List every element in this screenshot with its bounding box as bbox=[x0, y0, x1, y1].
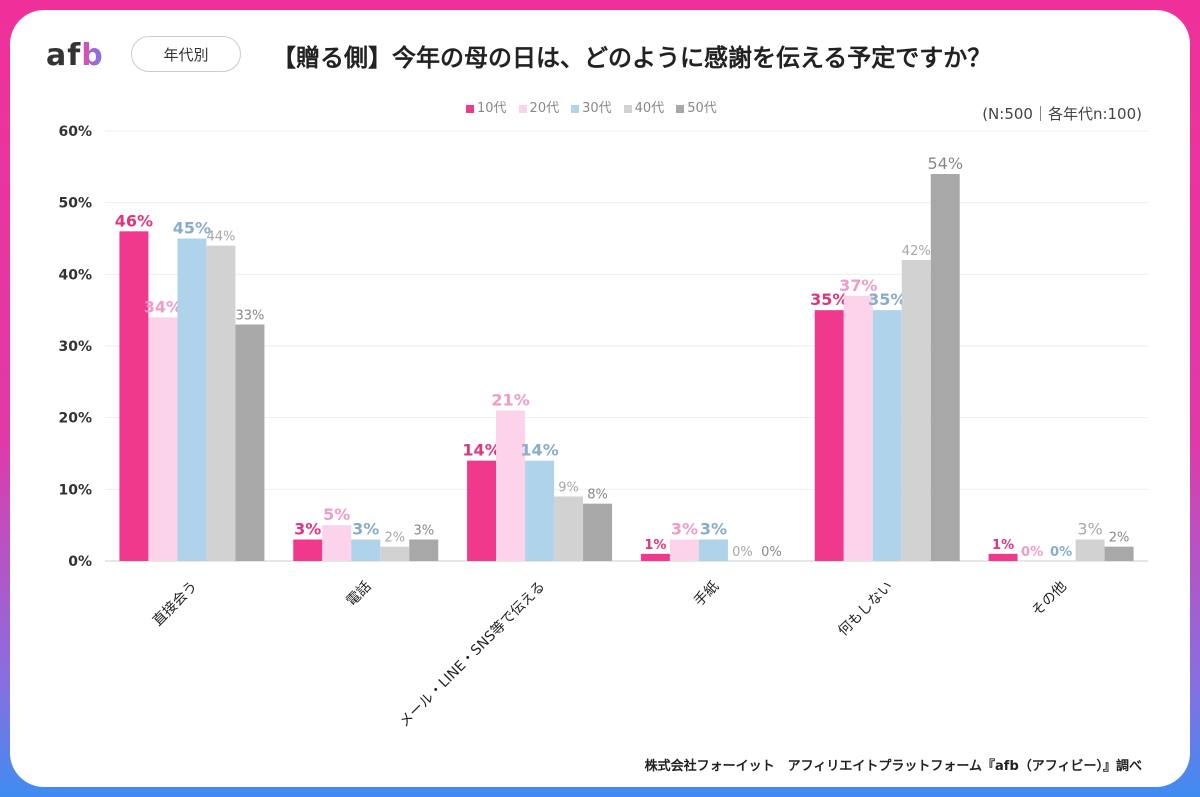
data-label: 54% bbox=[927, 154, 963, 173]
chart-title: 【贈る側】今年の母の日は、どのように感謝を伝える予定ですか？ bbox=[272, 44, 992, 72]
x-tick-label: 何もしない bbox=[835, 579, 896, 640]
bar-10代-0 bbox=[119, 231, 149, 562]
data-label: 35% bbox=[868, 290, 906, 309]
bar-40代-1 bbox=[380, 546, 410, 561]
bar-10代-2 bbox=[467, 460, 497, 561]
filter-pill-age[interactable]: 年代別 bbox=[131, 36, 241, 72]
data-label: 3% bbox=[413, 524, 434, 539]
legend-item: 20代 bbox=[518, 97, 560, 116]
y-tick-label: 0% bbox=[68, 554, 92, 570]
afb-logo: afb bbox=[46, 38, 104, 73]
source-footer: 株式会社フォーイット アフィリエイトプラットフォーム『afb（アフィビー）』調べ bbox=[644, 759, 1142, 774]
legend-swatch bbox=[676, 104, 685, 113]
data-label: 34% bbox=[144, 297, 182, 316]
bar-20代-2 bbox=[496, 410, 526, 561]
bar-40代-4 bbox=[901, 260, 931, 561]
data-label: 33% bbox=[235, 309, 264, 324]
bar-50代-0 bbox=[235, 324, 265, 561]
data-label: 1% bbox=[644, 538, 666, 553]
bar-40代-0 bbox=[206, 245, 236, 561]
bar-30代-3 bbox=[698, 539, 728, 561]
data-label: 35% bbox=[810, 290, 848, 309]
data-label: 1% bbox=[992, 538, 1014, 553]
data-label: 3% bbox=[294, 520, 321, 539]
data-label: 14% bbox=[462, 441, 500, 460]
data-label: 0% bbox=[761, 545, 782, 560]
data-label: 46% bbox=[115, 211, 153, 230]
data-label: 2% bbox=[384, 531, 405, 546]
y-tick-label: 30% bbox=[58, 339, 92, 355]
data-label: 3% bbox=[700, 520, 727, 539]
bar-10代-1 bbox=[293, 539, 323, 561]
bar-30代-0 bbox=[177, 238, 207, 561]
y-tick-label: 60% bbox=[58, 124, 92, 140]
legend-label: 20代 bbox=[529, 101, 560, 116]
legend-item: 30代 bbox=[571, 97, 612, 116]
data-label: 0% bbox=[732, 545, 753, 560]
legend-label: 30代 bbox=[582, 101, 612, 116]
bar-50代-2 bbox=[583, 503, 613, 561]
data-label: 0% bbox=[1021, 545, 1043, 560]
data-label: 45% bbox=[173, 219, 211, 238]
legend-label: 40代 bbox=[634, 101, 665, 116]
bar-20代-1 bbox=[322, 525, 352, 561]
x-tick-label: その他 bbox=[1029, 579, 1070, 620]
data-label: 3% bbox=[352, 520, 379, 539]
y-tick-label: 40% bbox=[58, 267, 92, 283]
bar-20代-3 bbox=[669, 539, 699, 561]
x-tick-label: 電話 bbox=[343, 578, 375, 610]
bar-40代-5 bbox=[1075, 539, 1105, 561]
legend-item: 10代 bbox=[466, 97, 507, 116]
x-tick-label: メール・LINE・SNS等で伝える bbox=[396, 578, 549, 731]
sample-note: (N:500｜各年代n:100) bbox=[982, 105, 1142, 123]
legend-item: 50代 bbox=[676, 97, 717, 116]
bar-10代-3 bbox=[640, 553, 670, 561]
data-label: 8% bbox=[587, 488, 608, 503]
legend-label: 10代 bbox=[477, 101, 507, 116]
y-tick-label: 10% bbox=[58, 482, 92, 498]
y-tick-label: 20% bbox=[58, 411, 92, 427]
data-label: 5% bbox=[323, 505, 350, 524]
legend-swatch bbox=[623, 104, 632, 113]
data-label: 37% bbox=[839, 276, 877, 295]
data-label: 3% bbox=[1077, 520, 1102, 539]
bar-30代-2 bbox=[525, 460, 555, 561]
legend: 10代 20代 30代 40代 50代 bbox=[466, 97, 717, 116]
legend-swatch bbox=[571, 104, 580, 113]
x-tick-label: 直接会う bbox=[149, 578, 201, 630]
bar-20代-0 bbox=[148, 317, 178, 561]
data-label: 14% bbox=[520, 441, 558, 460]
bar-50代-5 bbox=[1104, 546, 1134, 561]
data-label: 44% bbox=[206, 230, 235, 245]
legend-swatch bbox=[518, 104, 527, 113]
y-tick-label: 50% bbox=[58, 196, 92, 212]
x-tick-label: 手紙 bbox=[691, 579, 722, 610]
bar-30代-4 bbox=[872, 310, 902, 561]
bar-50代-4 bbox=[930, 174, 960, 561]
bar-40代-2 bbox=[554, 496, 584, 561]
data-label: 0% bbox=[1050, 545, 1072, 560]
bar-10代-4 bbox=[814, 310, 844, 561]
legend-swatch bbox=[466, 104, 474, 113]
data-label: 9% bbox=[558, 481, 579, 496]
legend-label: 50代 bbox=[687, 101, 717, 116]
bar-10代-5 bbox=[988, 553, 1018, 561]
bar-30代-1 bbox=[351, 539, 381, 561]
bar-50代-1 bbox=[409, 539, 439, 561]
data-label: 21% bbox=[491, 391, 529, 410]
data-label: 2% bbox=[1109, 531, 1130, 546]
bar-20代-4 bbox=[843, 295, 873, 561]
data-label: 3% bbox=[671, 520, 698, 539]
data-label: 42% bbox=[902, 244, 931, 259]
legend-item: 40代 bbox=[623, 97, 665, 116]
